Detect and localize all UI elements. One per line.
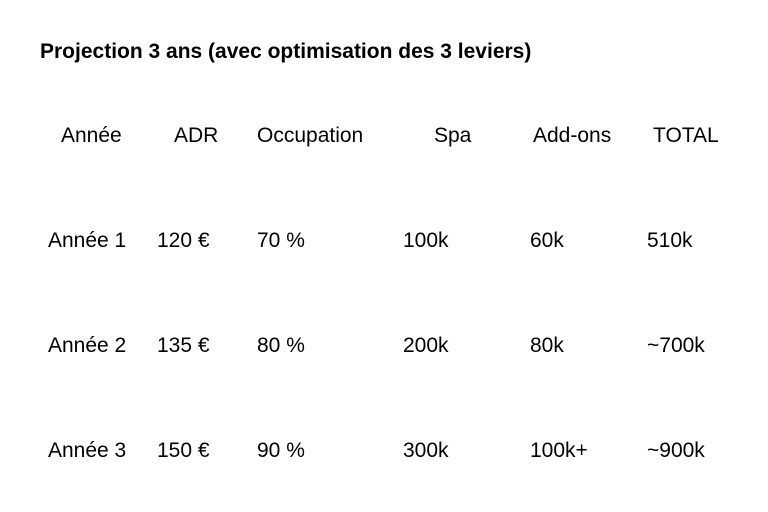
table-cell: 60k [530, 229, 564, 252]
table-cell: 100k+ [530, 439, 588, 462]
header-cell-spa: Spa [434, 124, 472, 147]
table-header-row: Année ADR Occupation Spa Add-ons TOTAL [40, 125, 763, 230]
table-cell: 200k [403, 334, 449, 357]
table-cell: 150 € [157, 439, 210, 462]
table-row-annee-1: Année 1 120 € 70 % 100k 60k 510k [40, 230, 763, 335]
header-cell-occupation: Occupation [257, 124, 364, 147]
table-cell: Année 1 [48, 229, 127, 252]
projection-table: Année ADR Occupation Spa Add-ons TOTAL A… [40, 125, 763, 512]
header-cell-annee: Année [61, 124, 122, 147]
page-title: Projection 3 ans (avec optimisation des … [40, 40, 532, 63]
table-cell: ~700k [647, 334, 705, 357]
table-cell: 70 % [257, 229, 305, 252]
table-cell: ~900k [647, 439, 705, 462]
table-cell: 120 € [157, 229, 210, 252]
table-cell: 90 % [257, 439, 305, 462]
table-cell: 300k [403, 439, 449, 462]
table-cell: Année 2 [48, 334, 127, 357]
table-cell: 510k [647, 229, 693, 252]
table-cell: 80k [530, 334, 564, 357]
table-cell: Année 3 [48, 439, 127, 462]
table-cell: 100k [403, 229, 449, 252]
header-cell-adr: ADR [174, 124, 219, 147]
table-cell: 80 % [257, 334, 305, 357]
table-row-annee-3: Année 3 150 € 90 % 300k 100k+ ~900k [40, 440, 763, 512]
header-cell-total: TOTAL [653, 124, 719, 147]
header-cell-addons: Add-ons [533, 124, 612, 147]
table-row-annee-2: Année 2 135 € 80 % 200k 80k ~700k [40, 335, 763, 440]
table-cell: 135 € [157, 334, 210, 357]
